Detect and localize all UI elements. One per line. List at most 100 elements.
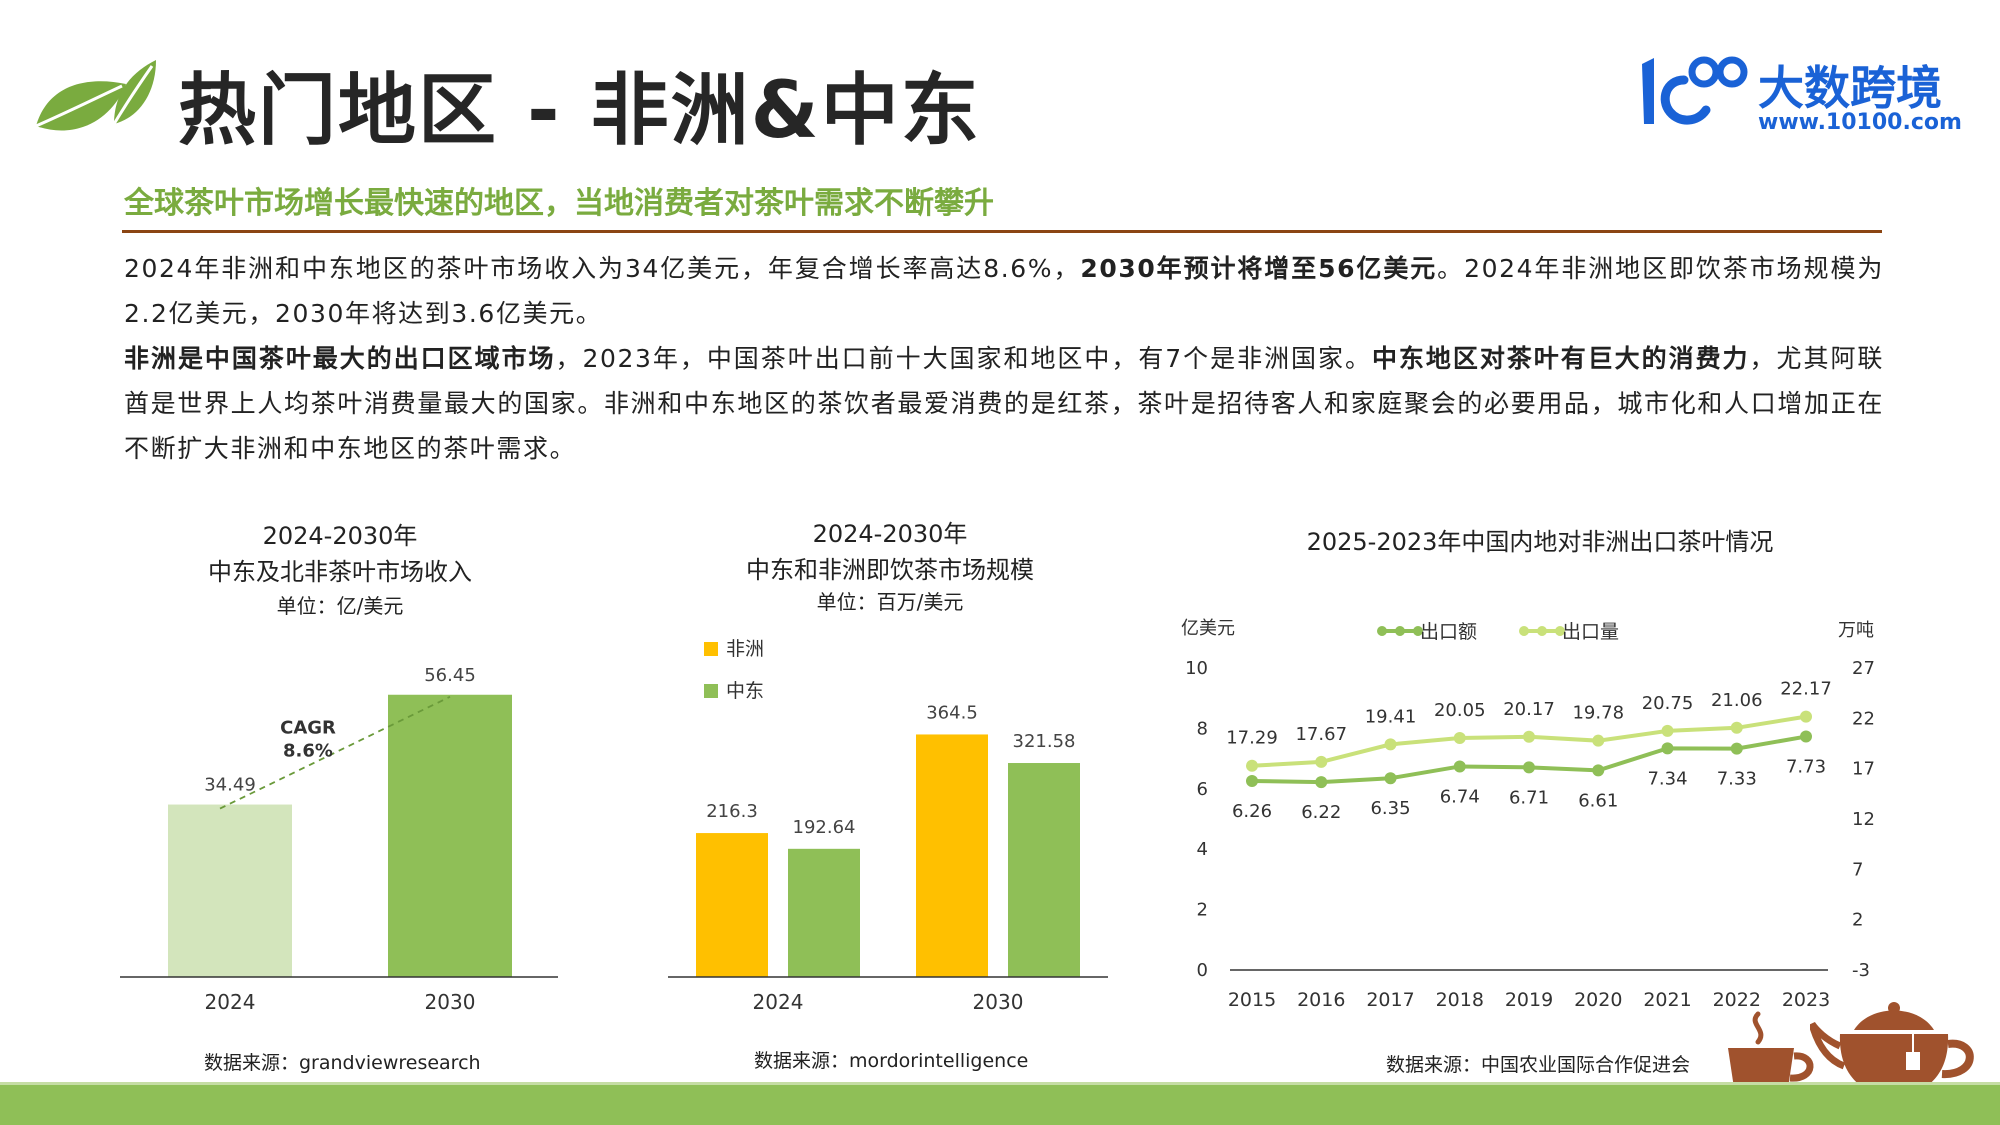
teapot-icon bbox=[1808, 1000, 1980, 1100]
chart2-value-label: 192.64 bbox=[793, 817, 856, 838]
chart1-bar-2030 bbox=[388, 694, 512, 977]
logo-mark-icon bbox=[1636, 50, 1756, 132]
paragraph-2-text-d: ，尤其阿联酋是世界上人均茶叶消费量最大的国家。非洲和中东地区的茶饮者最爱消费的是… bbox=[124, 344, 1885, 463]
chart1-title: 2024-2030年 bbox=[262, 522, 418, 550]
chart3-data-label: 17.29 bbox=[1226, 728, 1278, 749]
chart3-data-label: 22.17 bbox=[1780, 679, 1832, 700]
chart3-point bbox=[1523, 761, 1535, 774]
chart3-x-tick: 2017 bbox=[1366, 989, 1414, 1011]
chart3-point bbox=[1246, 774, 1258, 787]
chart2-legend-swatch-africa bbox=[704, 642, 718, 656]
paragraph-2-emphasis-a: 非洲是中国茶叶最大的出口区域市场 bbox=[124, 344, 556, 373]
chart3-x-tick: 2020 bbox=[1574, 989, 1622, 1011]
chart3-data-label: 19.78 bbox=[1572, 703, 1624, 724]
paragraph-2-emphasis-c: 中东地区对茶叶有巨大的消费力 bbox=[1371, 344, 1750, 373]
chart3-point bbox=[1730, 742, 1743, 755]
chart1-value-label: 56.45 bbox=[424, 665, 476, 686]
chart3-point bbox=[1246, 759, 1258, 772]
chart3-y-left-tick: 0 bbox=[1197, 960, 1208, 981]
page-title: 热门地区 - 非洲&中东 bbox=[178, 66, 981, 156]
footer-band bbox=[0, 1085, 2000, 1125]
chart1-subtitle: 中东及北非茶叶市场收入 bbox=[208, 558, 472, 586]
chart3-y-right-tick: 27 bbox=[1852, 658, 1875, 679]
chart3-legend-marker bbox=[1395, 626, 1405, 636]
chart3-data-label: 7.34 bbox=[1647, 768, 1687, 789]
chart3-data-label: 6.26 bbox=[1232, 801, 1272, 822]
chart3-legend-marker bbox=[1377, 626, 1387, 636]
chart3-data-label: 21.06 bbox=[1711, 690, 1763, 711]
section-subtitle: 全球茶叶市场增长最快速的地区，当地消费者对茶叶需求不断攀升 bbox=[124, 186, 994, 221]
chart2-legend-label-africa: 非洲 bbox=[726, 638, 764, 660]
chart2-tick-label: 2030 bbox=[973, 990, 1024, 1014]
chart2-value-label: 321.58 bbox=[1013, 731, 1076, 752]
chart3-legend-marker bbox=[1413, 626, 1423, 636]
paragraph-2: 非洲是中国茶叶最大的出口区域市场，2023年，中国茶叶出口前十大国家和地区中，有… bbox=[124, 336, 1884, 471]
chart3-data-label: 20.75 bbox=[1642, 693, 1694, 714]
chart1-cagr-label-1: CAGR bbox=[280, 718, 336, 739]
chart1-tick-label: 2030 bbox=[425, 990, 476, 1014]
chart3-data-label: 20.05 bbox=[1434, 700, 1486, 721]
chart2-unit: 单位：百万/美元 bbox=[816, 590, 964, 614]
chart3-y-left-tick: 8 bbox=[1197, 718, 1208, 739]
chart1-source: 数据来源：grandviewresearch bbox=[204, 1052, 481, 1074]
chart2-bar-2024-1 bbox=[788, 848, 860, 977]
chart3-legend-label: 出口额 bbox=[1420, 621, 1477, 643]
chart3-point bbox=[1523, 730, 1535, 743]
paragraph-1-text-c: 。2024年非洲地区即饮茶市场规模为2.2亿美元，2030年将达到3.6亿美元。 bbox=[124, 254, 1884, 328]
chart3-title: 2025-2023年中国内地对非洲出口茶叶情况 bbox=[1306, 528, 1774, 556]
chart3-data-label: 7.33 bbox=[1717, 769, 1757, 790]
chart3-point bbox=[1453, 731, 1466, 744]
chart3-point bbox=[1730, 721, 1743, 734]
paragraph-1-emphasis: 2030年预计将增至56亿美元 bbox=[1080, 254, 1438, 283]
chart3-y-right-tick: 2 bbox=[1852, 910, 1863, 931]
paragraph-1-text-a: 2024年非洲和中东地区的茶叶市场收入为34亿美元，年复合增长率高达8.6%， bbox=[124, 254, 1081, 283]
paragraph-2-text-b: ，2023年，中国茶叶出口前十大国家和地区中，有7个是非洲国家。 bbox=[555, 344, 1372, 373]
chart1-cagr-label-2: 8.6% bbox=[283, 741, 333, 762]
chart2-value-label: 364.5 bbox=[926, 702, 978, 723]
brand-url: www.10100.com bbox=[1758, 110, 1962, 135]
chart3-y-left-label: 亿美元 bbox=[1181, 618, 1235, 639]
chart3-y-right-label: 万吨 bbox=[1838, 620, 1874, 641]
chart3-y-right-tick: 7 bbox=[1852, 859, 1863, 880]
chart2-bar-2030-0 bbox=[916, 734, 988, 977]
chart3-point bbox=[1661, 742, 1674, 755]
chart3-data-label: 17.67 bbox=[1295, 724, 1347, 745]
paragraph-1: 2024年非洲和中东地区的茶叶市场收入为34亿美元，年复合增长率高达8.6%，2… bbox=[124, 246, 1884, 336]
chart3-data-label: 7.73 bbox=[1786, 757, 1826, 778]
chart3-point bbox=[1592, 764, 1605, 777]
chart2-source: 数据来源：mordorintelligence bbox=[754, 1050, 1029, 1072]
chart3-point bbox=[1800, 710, 1812, 723]
chart2-value-label: 216.3 bbox=[706, 801, 758, 822]
chart3-point bbox=[1315, 755, 1328, 768]
chart3-point bbox=[1661, 724, 1674, 737]
chart1-bar-2024 bbox=[168, 804, 292, 977]
chart3-legend-marker bbox=[1537, 626, 1547, 636]
chart2-subtitle: 中东和非洲即饮茶市场规模 bbox=[746, 556, 1034, 584]
chart2-legend-swatch-middle-east bbox=[704, 684, 718, 698]
chart3-x-tick: 2015 bbox=[1228, 989, 1276, 1011]
teacup-icon bbox=[1720, 1010, 1820, 1096]
chart1-cagr-line bbox=[219, 695, 451, 810]
divider bbox=[122, 230, 1882, 233]
chart3-y-left-tick: 4 bbox=[1197, 839, 1208, 860]
chart3-y-left-tick: 10 bbox=[1185, 658, 1208, 679]
chart1-tick-label: 2024 bbox=[205, 990, 256, 1014]
chart3-data-label: 19.41 bbox=[1365, 706, 1417, 727]
chart3-legend-marker bbox=[1519, 626, 1529, 636]
chart3-point bbox=[1315, 776, 1328, 789]
chart3-legend-marker bbox=[1555, 626, 1565, 636]
chart3-point bbox=[1453, 760, 1466, 773]
chart3-data-label: 6.22 bbox=[1301, 802, 1341, 823]
chart1-unit: 单位：亿/美元 bbox=[276, 594, 404, 618]
chart3-source: 数据来源：中国农业国际合作促进会 bbox=[1386, 1054, 1691, 1076]
chart3-point bbox=[1592, 734, 1605, 747]
chart3-y-right-tick: 17 bbox=[1852, 759, 1875, 780]
chart3-x-tick: 2021 bbox=[1643, 989, 1691, 1011]
chart3-x-tick: 2023 bbox=[1782, 989, 1830, 1011]
chart3-x-tick: 2018 bbox=[1436, 989, 1484, 1011]
chart2-title: 2024-2030年 bbox=[812, 520, 968, 548]
chart2-bar-2024-0 bbox=[696, 833, 768, 977]
chart2-bar-2030-1 bbox=[1008, 763, 1080, 977]
